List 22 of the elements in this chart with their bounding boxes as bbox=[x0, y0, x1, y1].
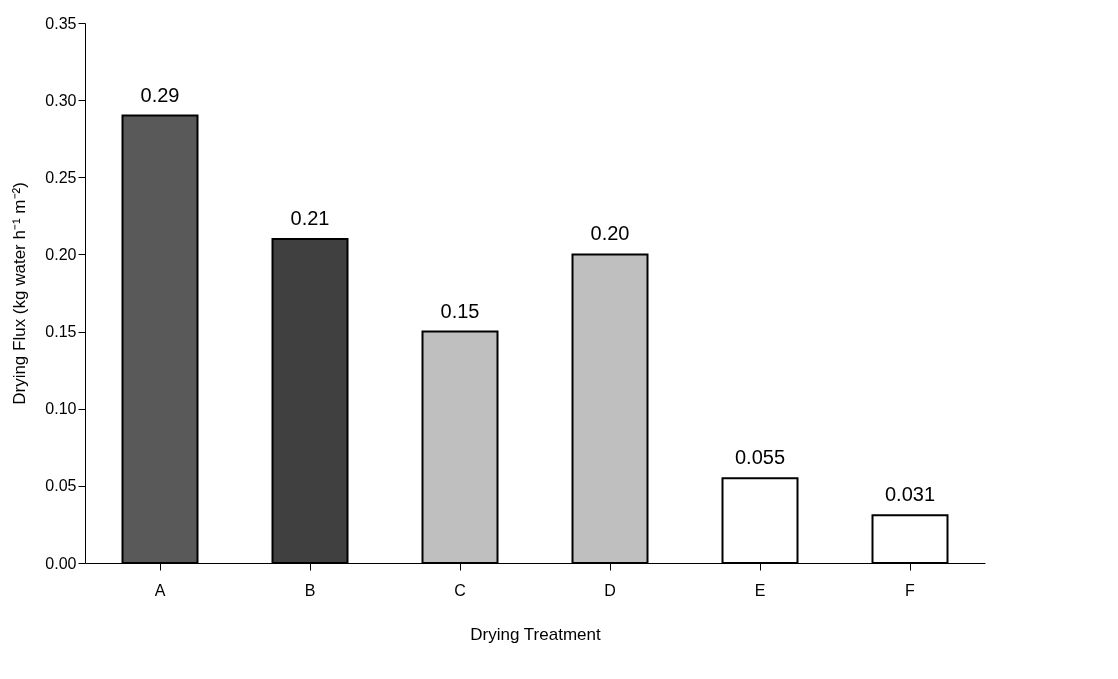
y-tick-label: 0.10 bbox=[45, 400, 77, 418]
data-label: 0.21 bbox=[290, 207, 330, 229]
x-tick-label: A bbox=[154, 581, 166, 599]
y-tick-label: 0.05 bbox=[45, 477, 77, 495]
data-label: 0.055 bbox=[734, 446, 786, 469]
y-tick-label: 0.35 bbox=[45, 14, 77, 32]
y-tick-label: 0.30 bbox=[45, 91, 77, 109]
x-tick-label: F bbox=[905, 581, 916, 599]
y-tick-label: 0.15 bbox=[45, 323, 77, 341]
x-tick-label: C bbox=[454, 581, 466, 599]
data-label: 0.15 bbox=[440, 299, 480, 322]
y-tick-label: 0.25 bbox=[45, 168, 77, 186]
x-axis-title: Drying Treatment bbox=[470, 624, 601, 644]
data-label: 0.20 bbox=[590, 222, 630, 245]
y-tick-label: 0.00 bbox=[45, 554, 77, 572]
data-label: 0.29 bbox=[140, 83, 180, 106]
x-tick-label: E bbox=[754, 581, 766, 599]
x-tick-label: D bbox=[604, 581, 616, 599]
data-label: 0.031 bbox=[884, 483, 936, 506]
y-tick-label: 0.20 bbox=[45, 245, 77, 263]
x-tick-label: B bbox=[304, 581, 316, 599]
y-axis-title: Drying Flux (kg water h⁻¹ m⁻²) bbox=[10, 182, 30, 405]
